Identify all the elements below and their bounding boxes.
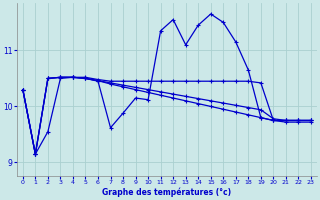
X-axis label: Graphe des températures (°c): Graphe des températures (°c): [102, 188, 231, 197]
